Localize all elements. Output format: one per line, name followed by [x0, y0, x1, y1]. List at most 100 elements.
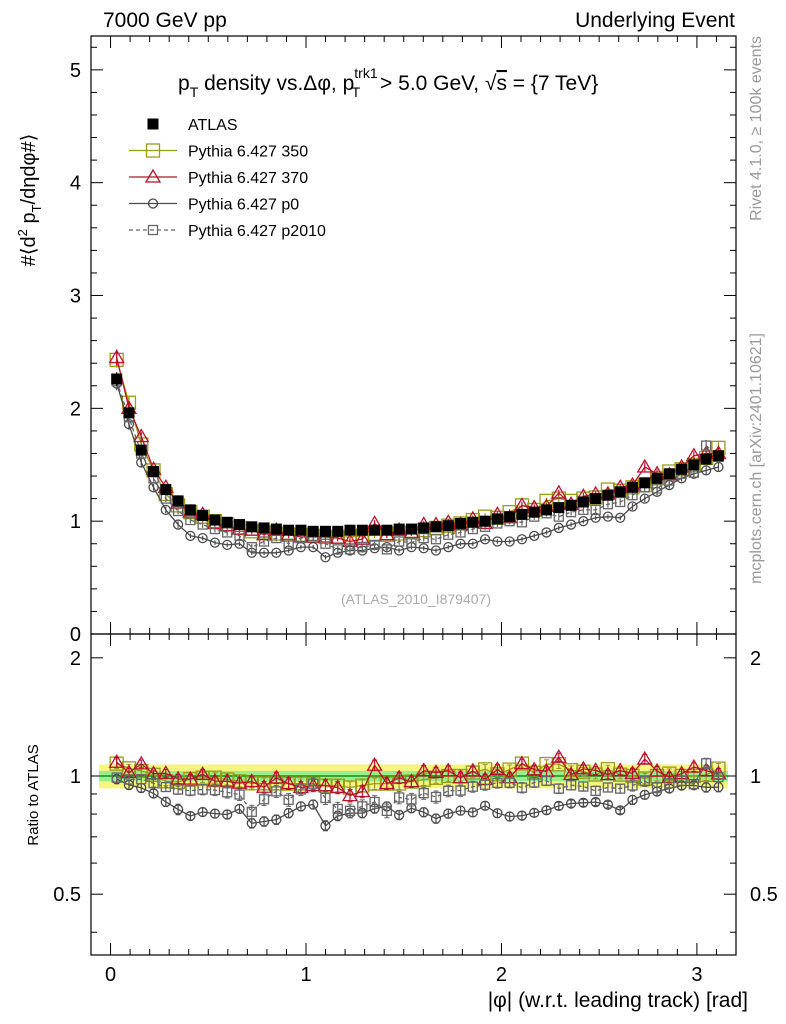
ratio-point	[148, 778, 159, 789]
x-tick-label: 3	[691, 964, 702, 986]
ratio-y-tick-label-right: 0.5	[750, 884, 778, 906]
ratio-point	[492, 808, 503, 819]
data-point	[148, 466, 160, 478]
ratio-point	[602, 782, 614, 793]
data-point	[467, 538, 478, 549]
legend: ATLAS Pythia 6.427 350 Pythia 6.427 370 Pyt…	[129, 117, 326, 240]
data-point	[184, 504, 196, 516]
ratio-point	[701, 758, 712, 769]
ratio-point	[418, 788, 429, 799]
ratio-point	[455, 785, 466, 796]
data-point	[222, 527, 233, 538]
ratio-point	[575, 760, 592, 775]
ratio-point	[157, 765, 174, 780]
data-point	[712, 450, 724, 462]
ratio-point	[688, 779, 700, 790]
data-point	[160, 504, 171, 516]
legend-entry-atlas: ATLAS	[147, 117, 238, 134]
legend-entry-pythia-6-427-370: Pythia 6.427 370	[129, 168, 308, 187]
data-point	[197, 532, 208, 544]
ratio-y-axis-label: Ratio to ATLAS	[25, 744, 42, 845]
data-point	[209, 514, 221, 526]
data-point	[467, 516, 479, 528]
title-energy: = {7 TeV}	[507, 72, 598, 95]
data-point	[108, 349, 125, 364]
ratio-point	[553, 783, 564, 794]
ylabel-part-a: #⟨d	[18, 236, 40, 266]
ratio-point	[332, 803, 343, 815]
ratio-point	[344, 805, 356, 816]
ratio-point	[222, 787, 233, 798]
data-point	[565, 519, 577, 530]
main-y-tick-label: 3	[70, 286, 81, 308]
data-point	[700, 453, 712, 465]
data-point	[614, 486, 626, 498]
ratio-point	[578, 797, 589, 808]
data-point	[479, 515, 491, 527]
ratio-point	[701, 782, 712, 793]
ratio-point	[258, 816, 270, 827]
legend-label: Pythia 6.427 370	[188, 170, 308, 187]
ratio-point	[599, 766, 617, 781]
data-point	[160, 484, 172, 496]
ratio-point	[271, 786, 282, 797]
data-point	[590, 493, 602, 505]
title-sub-t1: T	[190, 84, 199, 100]
ratio-point	[651, 782, 663, 793]
ratio-point	[209, 784, 221, 796]
ratio-point	[615, 783, 626, 794]
data-point	[258, 547, 270, 558]
data-point	[258, 522, 270, 534]
data-point	[516, 508, 528, 520]
data-point	[553, 522, 564, 534]
series-line	[116, 383, 719, 559]
data-point	[550, 484, 567, 499]
data-point	[578, 516, 589, 527]
data-point	[197, 510, 209, 522]
ratio-point	[357, 801, 368, 812]
data-point	[639, 493, 650, 504]
ratio-point	[234, 789, 245, 800]
data-point	[329, 529, 346, 544]
ylabel-part-b: p	[18, 212, 40, 229]
ratio-point	[504, 777, 515, 788]
ratio-point	[452, 769, 469, 784]
ratio-point	[234, 803, 245, 815]
ratio-point	[467, 781, 478, 792]
data-point	[688, 459, 700, 471]
data-point	[406, 537, 417, 548]
ratio-y-tick-label: 0.5	[53, 884, 81, 906]
data-point	[234, 530, 245, 541]
ratio-point	[295, 784, 307, 795]
data-point	[636, 458, 653, 473]
title-sqrt: √	[485, 72, 497, 95]
ratio-point	[713, 771, 724, 783]
data-point	[615, 496, 626, 508]
data-point	[369, 524, 381, 536]
data-point	[430, 545, 442, 556]
ratio-point	[541, 775, 552, 786]
main-y-tick-label: 2	[70, 398, 81, 420]
ratio-point	[406, 794, 417, 805]
rivet-label: Rivet 4.1.0, ≥ 100k events	[748, 36, 765, 221]
ratio-point	[354, 783, 371, 798]
data-point	[344, 524, 356, 536]
ratio-point	[587, 762, 604, 777]
legend-marker	[147, 198, 159, 209]
ratio-point	[222, 809, 233, 820]
ratio-point	[529, 777, 540, 788]
ylabel-part-c: /dηdφ#⟩	[18, 134, 40, 205]
data-point	[111, 373, 123, 385]
data-point	[270, 523, 282, 535]
data-point	[516, 534, 528, 545]
ratio-point	[612, 762, 629, 777]
ratio-point	[136, 774, 147, 785]
main-y-axis-label: #⟨d2 pT/dηdφ#⟩	[15, 134, 44, 267]
data-point	[393, 536, 405, 547]
ratio-point	[367, 776, 382, 791]
data-point	[418, 543, 429, 554]
ratio-point	[664, 778, 675, 789]
data-point	[626, 481, 638, 493]
ratio-point	[430, 791, 442, 803]
ratio-point	[443, 808, 454, 819]
